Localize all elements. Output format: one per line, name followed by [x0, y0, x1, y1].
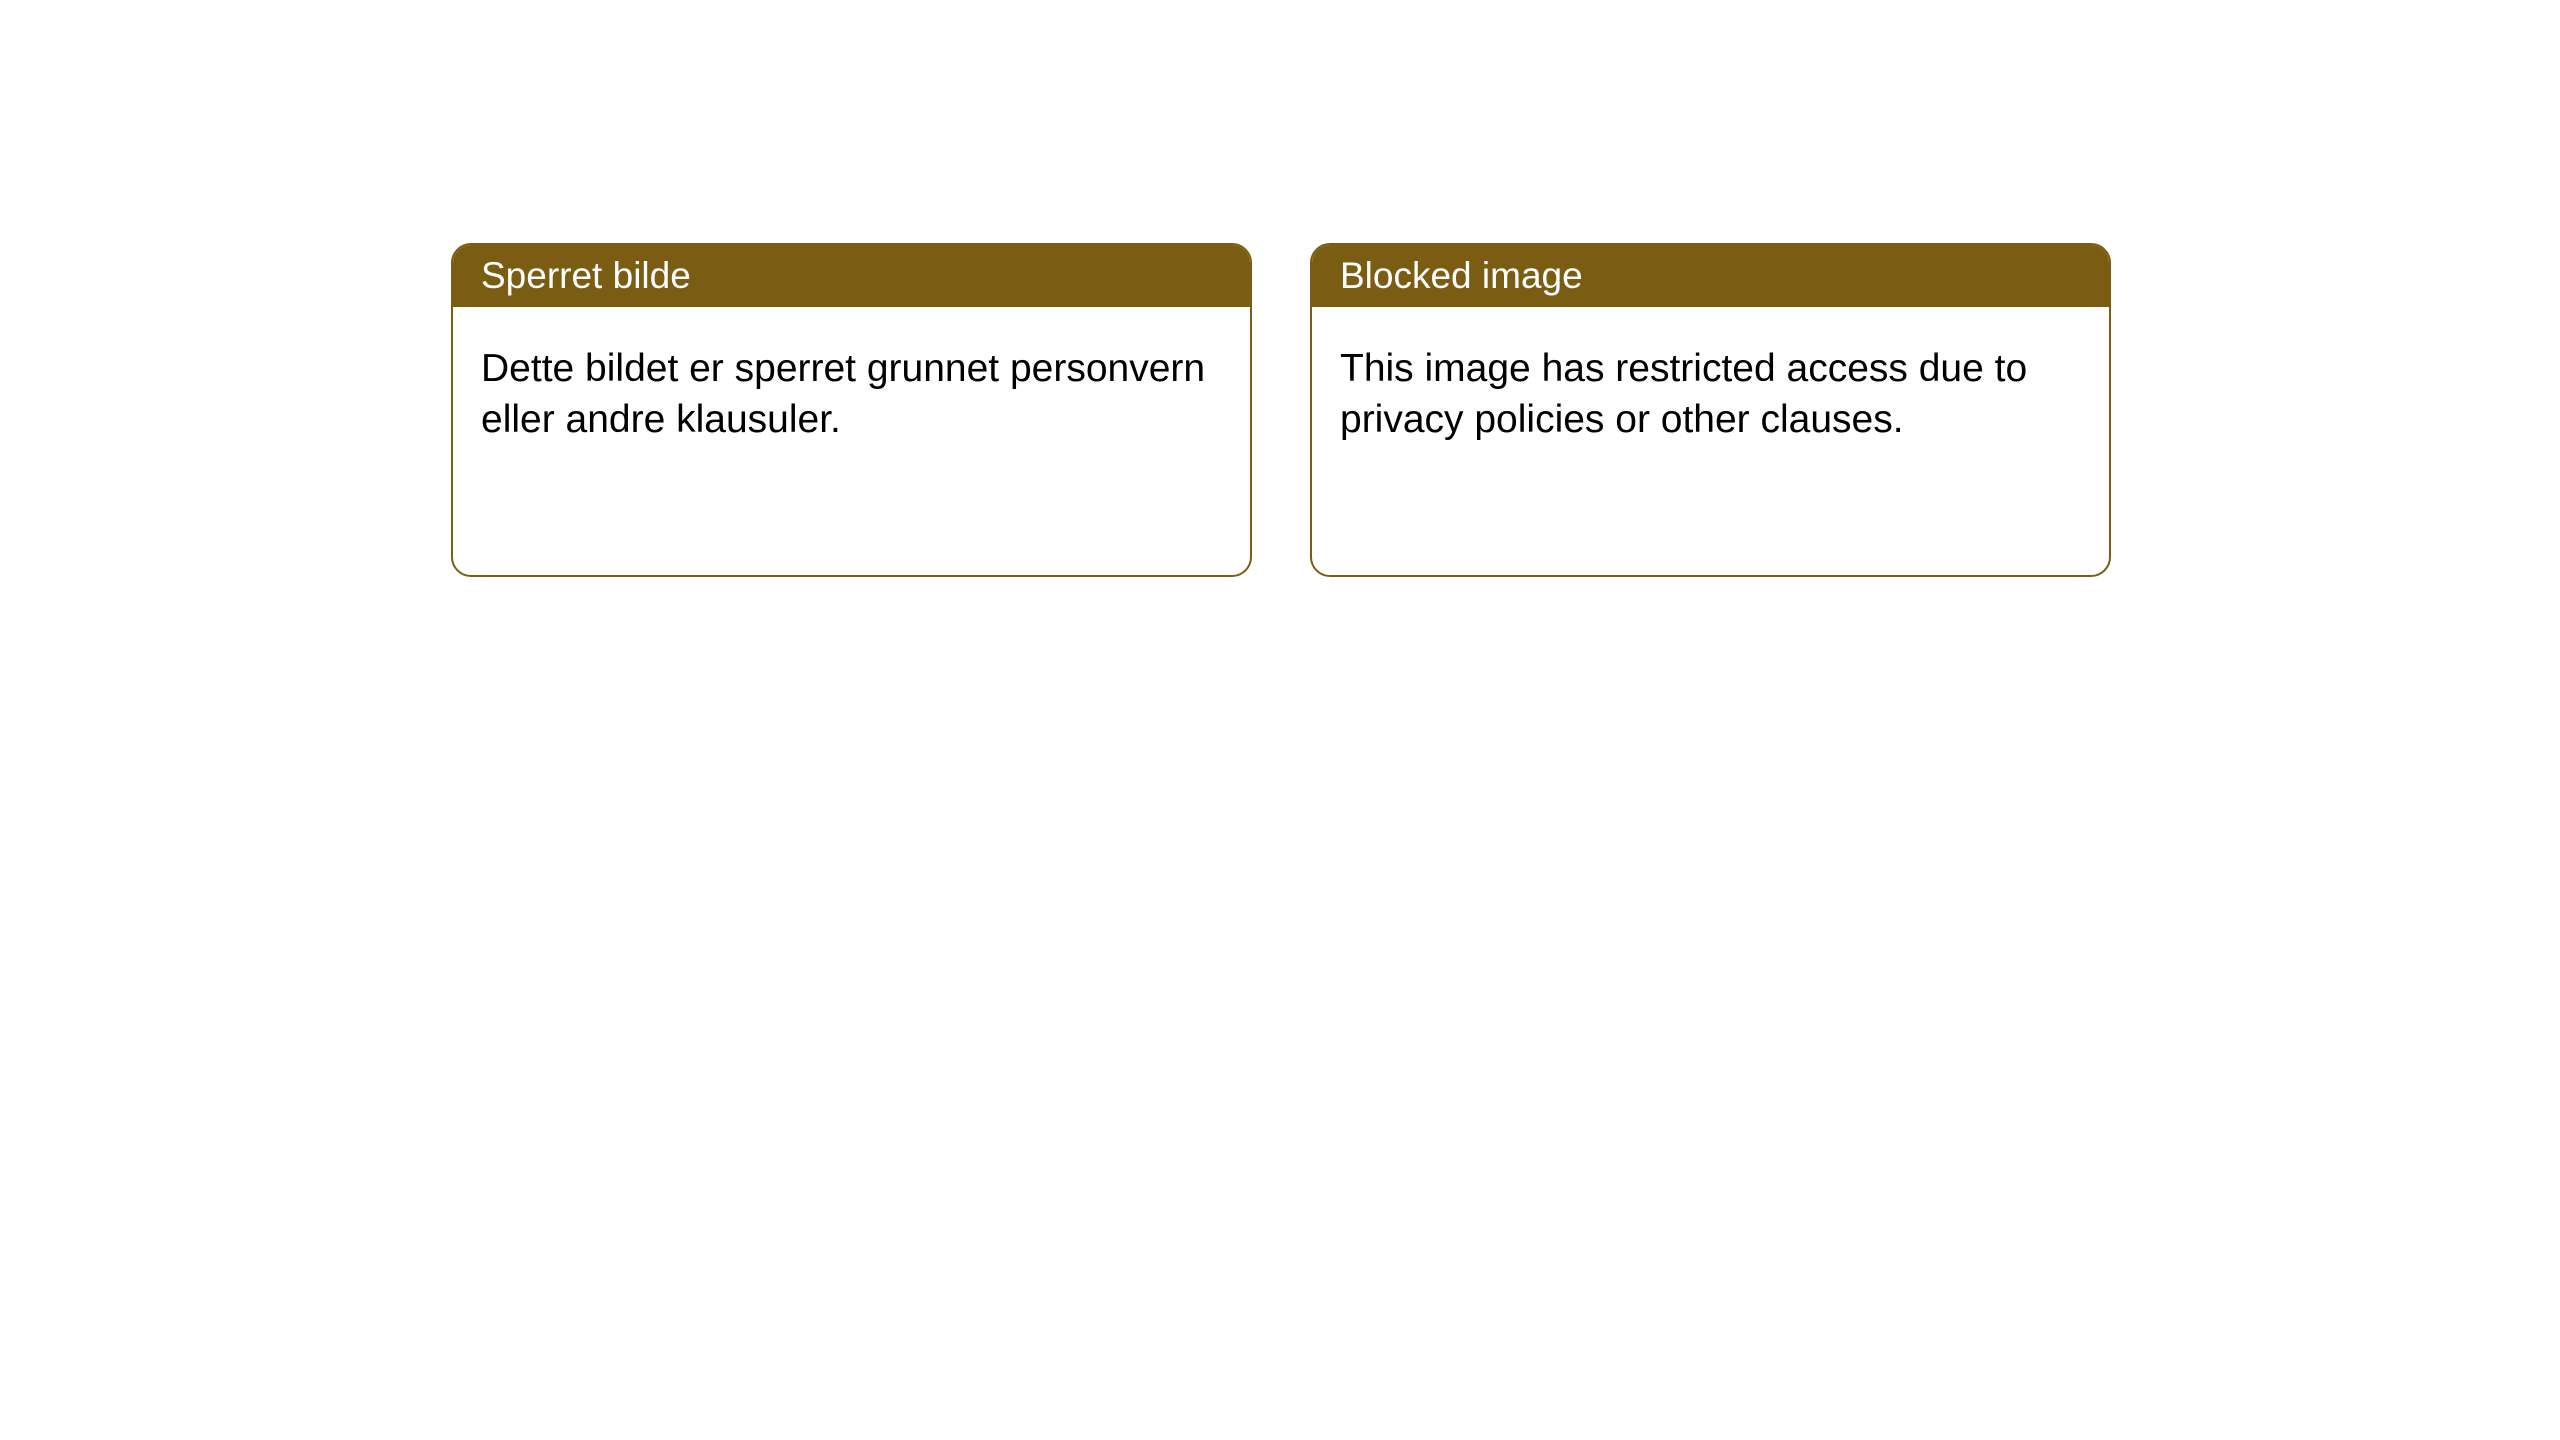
card-message-no: Dette bildet er sperret grunnet personve… [481, 347, 1205, 441]
card-title-no: Sperret bilde [481, 255, 691, 296]
card-body-en: This image has restricted access due to … [1312, 307, 2109, 482]
blocked-image-card-en: Blocked image This image has restricted … [1310, 243, 2111, 577]
blocked-image-card-no: Sperret bilde Dette bildet er sperret gr… [451, 243, 1252, 577]
cards-container: Sperret bilde Dette bildet er sperret gr… [0, 0, 2560, 577]
card-header-en: Blocked image [1312, 245, 2109, 307]
card-body-no: Dette bildet er sperret grunnet personve… [453, 307, 1250, 482]
card-message-en: This image has restricted access due to … [1340, 347, 2027, 441]
card-title-en: Blocked image [1340, 255, 1583, 296]
card-header-no: Sperret bilde [453, 245, 1250, 307]
